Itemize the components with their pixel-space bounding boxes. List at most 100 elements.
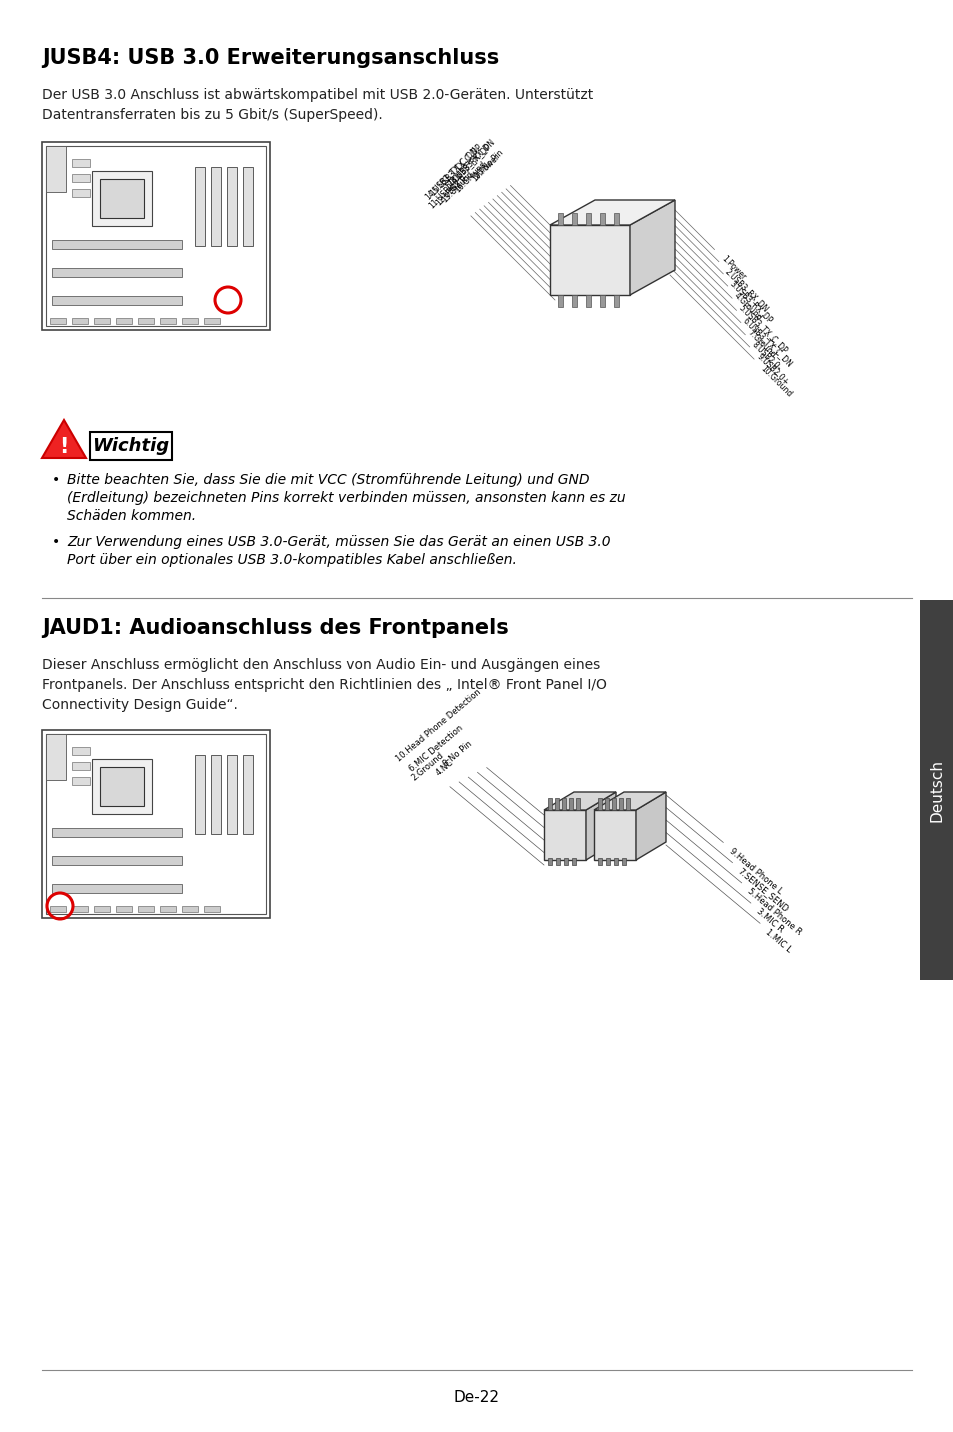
Text: Connectivity Design Guide“.: Connectivity Design Guide“. xyxy=(42,697,237,712)
Bar xyxy=(572,858,576,865)
Bar xyxy=(160,318,175,324)
Polygon shape xyxy=(42,420,86,458)
Bar xyxy=(116,906,132,912)
Bar xyxy=(52,828,182,836)
Text: 10.Ground: 10.Ground xyxy=(759,364,793,400)
Bar xyxy=(52,856,182,865)
Text: Deutsch: Deutsch xyxy=(928,759,943,822)
Text: 4.NC: 4.NC xyxy=(434,758,455,778)
Bar xyxy=(46,146,266,326)
Bar xyxy=(558,213,562,225)
Text: 8.No Pin: 8.No Pin xyxy=(440,739,473,769)
Bar xyxy=(42,142,270,329)
Text: 9.USB2.0+: 9.USB2.0+ xyxy=(754,352,789,387)
Bar xyxy=(204,906,220,912)
Bar xyxy=(100,179,144,218)
Bar xyxy=(558,295,562,306)
Text: 19.Power: 19.Power xyxy=(470,153,500,183)
Bar xyxy=(543,811,585,861)
Polygon shape xyxy=(636,792,665,861)
Bar xyxy=(614,213,618,225)
Bar xyxy=(94,906,110,912)
Text: Schäden kommen.: Schäden kommen. xyxy=(67,508,196,523)
Text: 12.USB2.0-: 12.USB2.0- xyxy=(434,172,470,208)
Bar xyxy=(52,884,182,894)
Bar xyxy=(614,295,618,306)
Text: 1.MIC L: 1.MIC L xyxy=(763,928,793,954)
Text: 18.USB3_RX_DN: 18.USB3_RX_DN xyxy=(446,137,497,188)
Bar xyxy=(211,168,221,246)
Bar xyxy=(556,858,559,865)
Bar xyxy=(599,295,604,306)
Text: (Erdleitung) bezeichneten Pins korrekt verbinden müssen, ansonsten kann es zu: (Erdleitung) bezeichneten Pins korrekt v… xyxy=(67,491,625,505)
Text: 7.SENSE_SEND: 7.SENSE_SEND xyxy=(736,866,790,914)
Text: De-22: De-22 xyxy=(454,1390,499,1405)
Bar xyxy=(555,798,558,811)
Bar xyxy=(594,811,636,861)
Text: 3.MIC R: 3.MIC R xyxy=(754,906,784,935)
Text: JAUD1: Audioanschluss des Frontpanels: JAUD1: Audioanschluss des Frontpanels xyxy=(42,619,508,639)
Bar xyxy=(604,798,608,811)
Bar xyxy=(138,318,153,324)
Bar xyxy=(138,906,153,912)
Bar xyxy=(605,858,609,865)
Bar xyxy=(211,755,221,833)
Text: 7.Ground: 7.Ground xyxy=(745,328,777,359)
Text: Zur Verwendung eines USB 3.0-Gerät, müssen Sie das Gerät an einen USB 3.0: Zur Verwendung eines USB 3.0-Gerät, müss… xyxy=(67,536,610,548)
Bar xyxy=(90,432,172,460)
Bar xyxy=(585,213,590,225)
Polygon shape xyxy=(543,792,616,811)
Bar xyxy=(625,798,629,811)
Bar xyxy=(71,189,90,198)
Bar xyxy=(116,318,132,324)
Polygon shape xyxy=(550,225,629,295)
Text: 13.Ground: 13.Ground xyxy=(439,169,475,205)
Bar xyxy=(71,159,90,168)
Text: 5.USB3_TX_C_DP: 5.USB3_TX_C_DP xyxy=(737,304,788,355)
Bar xyxy=(547,858,552,865)
Text: 9.Head Phone L: 9.Head Phone L xyxy=(726,846,783,896)
Bar xyxy=(46,735,266,914)
Bar xyxy=(227,755,236,833)
Text: 11.USB2.0+: 11.USB2.0+ xyxy=(427,172,465,211)
Bar xyxy=(612,798,616,811)
Bar xyxy=(599,213,604,225)
Bar xyxy=(42,730,270,918)
Text: 3.USB3_RX_DP: 3.USB3_RX_DP xyxy=(727,279,774,325)
Text: 8.USB2.0-: 8.USB2.0- xyxy=(749,339,782,372)
Bar xyxy=(614,858,618,865)
Polygon shape xyxy=(629,200,675,295)
Bar xyxy=(563,858,567,865)
Bar xyxy=(572,213,577,225)
Bar xyxy=(100,768,144,806)
Bar xyxy=(94,318,110,324)
Text: Datentransferraten bis zu 5 Gbit/s (SuperSpeed).: Datentransferraten bis zu 5 Gbit/s (Supe… xyxy=(42,107,382,122)
Bar xyxy=(621,858,625,865)
Bar xyxy=(71,175,90,182)
Bar xyxy=(52,241,182,249)
Polygon shape xyxy=(550,200,675,225)
Text: 14.USB3_TX_C_DN: 14.USB3_TX_C_DN xyxy=(422,145,478,200)
Text: Port über ein optionales USB 3.0-kompatibles Kabel anschließen.: Port über ein optionales USB 3.0-kompati… xyxy=(67,553,517,567)
Bar xyxy=(568,798,573,811)
Bar xyxy=(46,735,66,780)
Bar xyxy=(618,798,622,811)
Bar xyxy=(227,168,236,246)
Bar xyxy=(204,318,220,324)
Text: 16.Ground: 16.Ground xyxy=(453,159,487,193)
Bar xyxy=(50,906,66,912)
Bar xyxy=(547,798,552,811)
Text: JUSB4: USB 3.0 Erweiterungsanschluss: JUSB4: USB 3.0 Erweiterungsanschluss xyxy=(42,49,498,67)
Text: 2.Ground: 2.Ground xyxy=(410,750,445,783)
Bar xyxy=(598,858,601,865)
Text: 15.USB3_TX_C_DP: 15.USB3_TX_C_DP xyxy=(428,142,483,198)
Bar xyxy=(576,798,579,811)
Bar xyxy=(160,906,175,912)
Text: 20.No Pin: 20.No Pin xyxy=(473,149,505,180)
Bar xyxy=(91,759,152,813)
Text: 10.Head Phone Detection: 10.Head Phone Detection xyxy=(394,687,482,763)
Bar xyxy=(91,170,152,226)
Bar xyxy=(52,296,182,305)
Text: Dieser Anschluss ermöglicht den Anschluss von Audio Ein- und Ausgängen eines: Dieser Anschluss ermöglicht den Anschlus… xyxy=(42,657,599,672)
Bar xyxy=(919,600,953,979)
